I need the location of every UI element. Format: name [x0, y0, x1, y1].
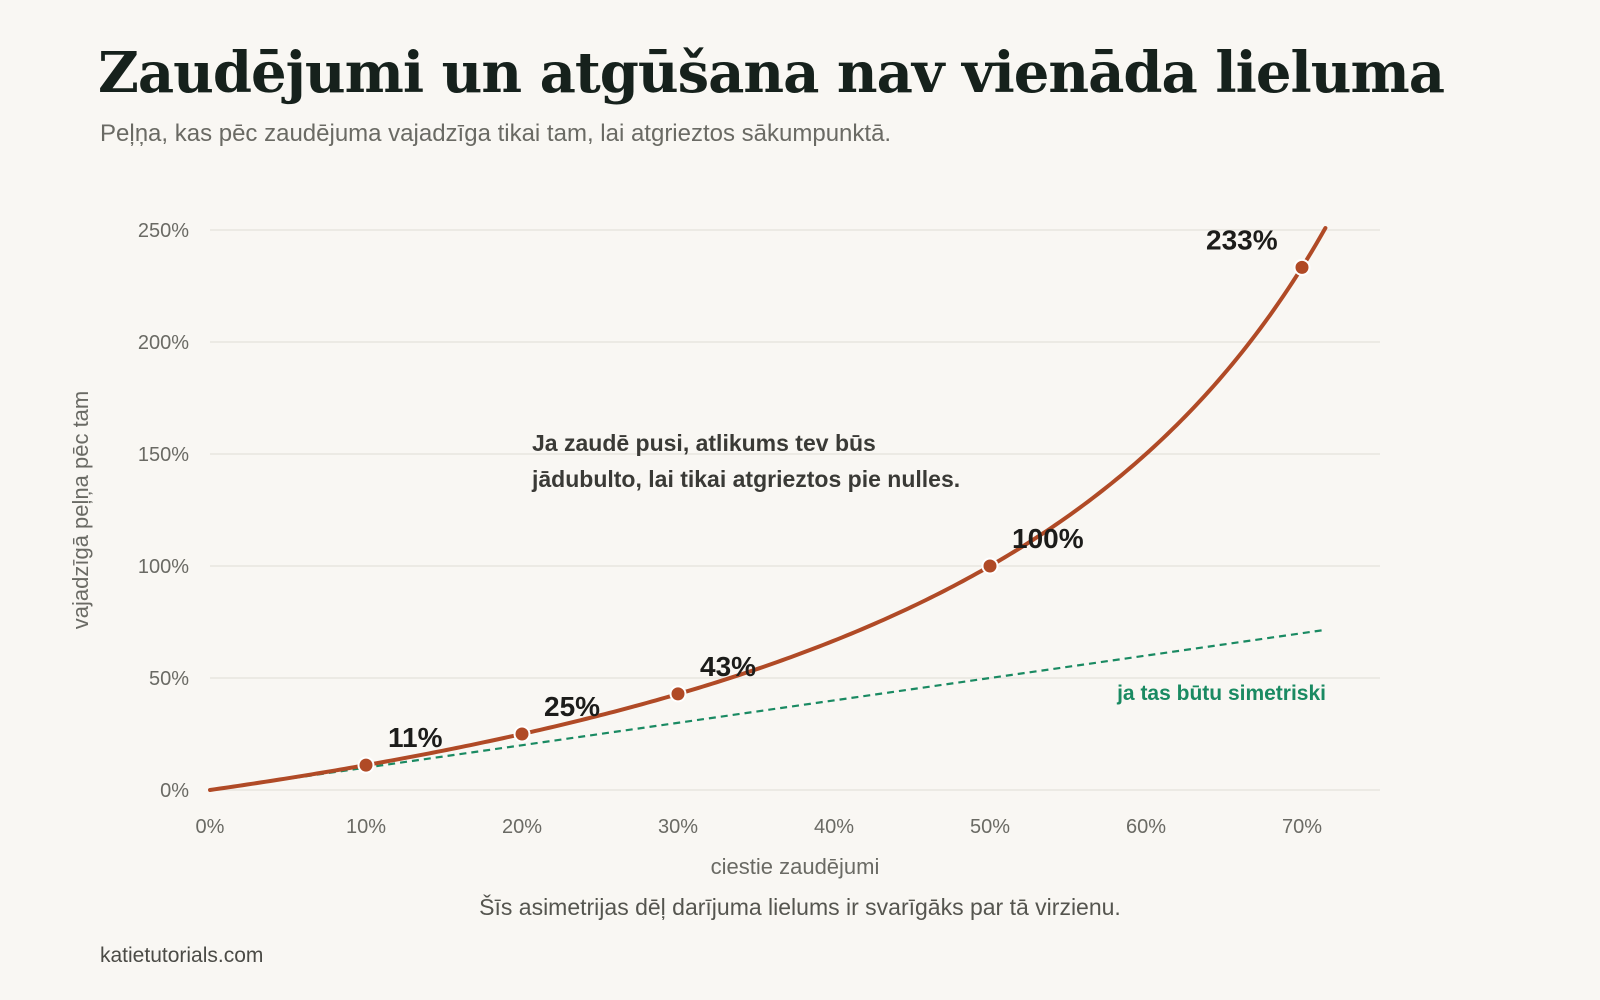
x-tick-label: 60% — [1126, 816, 1166, 838]
y-tick-label: 50% — [149, 668, 189, 690]
x-tick-label: 30% — [658, 816, 698, 838]
chart-caption: Šīs asimetrijas dēļ darījuma lielums ir … — [479, 894, 1121, 920]
data-label: 100% — [1012, 523, 1084, 554]
y-tick-label: 200% — [138, 332, 189, 354]
y-tick-label: 250% — [138, 220, 189, 242]
data-points — [357, 258, 1311, 774]
y-tick-label: 150% — [138, 444, 189, 466]
required-gain-curve — [208, 226, 1328, 792]
x-tick-label: 50% — [970, 816, 1010, 838]
data-point — [981, 557, 999, 575]
x-tick-label: 10% — [346, 816, 386, 838]
x-axis-title: ciestie zaudējumi — [711, 854, 880, 879]
data-point — [357, 756, 375, 774]
chart-title: Zaudējumi un atgūšana nav vienāda lielum… — [98, 40, 1445, 106]
x-tick-label: 40% — [814, 816, 854, 838]
data-label: 25% — [544, 691, 600, 722]
y-axis-title: vajadzīgā peļņa pēc tam — [68, 391, 93, 630]
y-tick-label: 0% — [160, 780, 189, 802]
data-label: 233% — [1206, 224, 1278, 255]
data-label: 43% — [700, 651, 756, 682]
symmetric-reference-line — [209, 628, 1326, 792]
gridlines — [210, 229, 1380, 791]
chart-subtitle: Peļņa, kas pēc zaudējuma vajadzīga tikai… — [100, 120, 892, 147]
data-label: 11% — [388, 722, 443, 753]
data-point — [669, 685, 687, 703]
annotation-line-1: Ja zaudē pusi, atlikums tev būs — [532, 430, 876, 456]
y-axis-ticks: 0% 50% 100% 150% 200% 250% — [138, 220, 189, 802]
annotation-line-2: jādubulto, lai tikai atgrieztos pie null… — [531, 466, 960, 492]
series — [208, 226, 1328, 792]
loss-recovery-chart: 0% 50% 100% 150% 200% 250% 0% 10% 20% 30% 40% 50% 6… — [68, 220, 1380, 879]
source-credit: katietutorials.com — [100, 944, 264, 967]
data-labels: 11% 25% 43% 100% 233% — [388, 224, 1278, 753]
x-tick-label: 70% — [1282, 816, 1322, 838]
data-point — [513, 725, 531, 743]
x-tick-label: 0% — [196, 816, 225, 838]
data-point — [1293, 258, 1311, 276]
y-tick-label: 100% — [138, 556, 189, 578]
symmetric-reference-label: ja tas būtu simetriski — [1116, 682, 1326, 705]
x-axis-ticks: 0% 10% 20% 30% 40% 50% 60% 70% — [196, 816, 1323, 838]
x-tick-label: 20% — [502, 816, 542, 838]
